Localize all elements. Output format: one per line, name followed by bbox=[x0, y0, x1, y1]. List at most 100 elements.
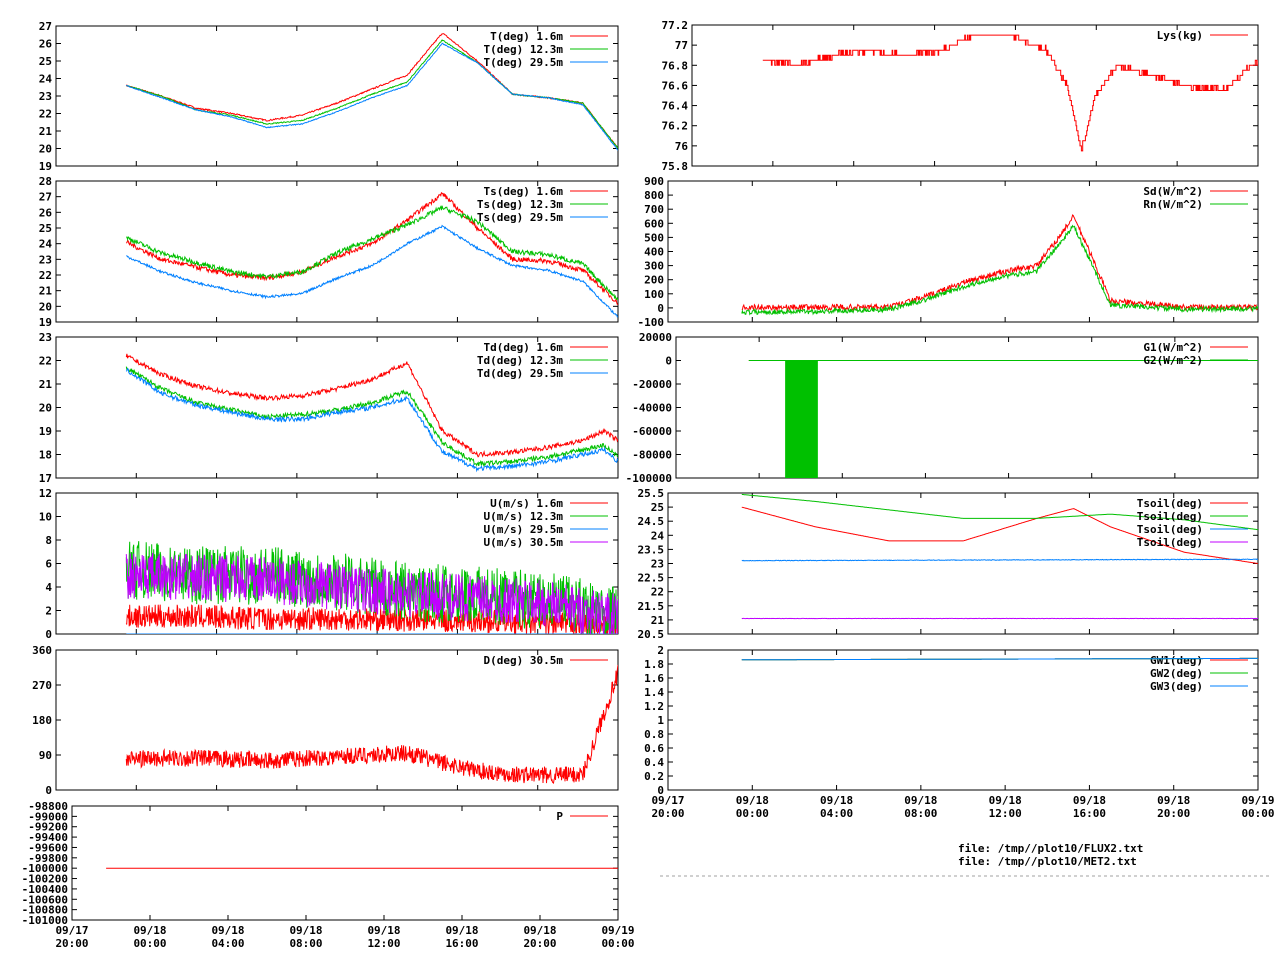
y-tick-label: 2 bbox=[45, 605, 52, 618]
series-line-1 bbox=[125, 353, 618, 458]
y-tick-label: -20000 bbox=[632, 378, 672, 391]
legend-label: U(m/s) 30.5m bbox=[484, 536, 564, 549]
legend-label: U(m/s) 12.3m bbox=[484, 510, 564, 523]
y-tick-label: 0 bbox=[657, 302, 664, 315]
y-tick-label: 76.8 bbox=[662, 59, 689, 72]
x-tick-label: 20:00 bbox=[523, 937, 556, 950]
y-tick-label: 27 bbox=[39, 20, 52, 33]
y-tick-label: 300 bbox=[644, 260, 664, 273]
y-tick-label: 76 bbox=[675, 140, 689, 153]
y-tick-label: 76.4 bbox=[662, 100, 689, 113]
footer-file-flux: file: /tmp//plot10/FLUX2.txt bbox=[958, 842, 1143, 855]
y-tick-label: 22.5 bbox=[638, 572, 665, 585]
legend-label: Lys(kg) bbox=[1157, 29, 1203, 42]
y-tick-label: 77 bbox=[675, 39, 688, 52]
y-tick-label: 22 bbox=[39, 269, 52, 282]
x-tick-label: 09/18 bbox=[1073, 794, 1106, 807]
y-tick-label: -100600 bbox=[22, 893, 68, 906]
x-tick-label: 00:00 bbox=[601, 937, 634, 950]
legend-label: Tsoil(deg) bbox=[1137, 536, 1203, 549]
y-tick-label: 6 bbox=[45, 558, 52, 571]
y-tick-label: 0.4 bbox=[644, 756, 664, 769]
y-tick-label: 400 bbox=[644, 246, 664, 259]
y-tick-label: -100800 bbox=[22, 904, 68, 917]
y-tick-label: 0.6 bbox=[644, 742, 664, 755]
y-tick-label: 22 bbox=[39, 355, 52, 368]
y-tick-label: 25.5 bbox=[638, 487, 665, 500]
x-tick-label: 09/18 bbox=[289, 924, 322, 937]
y-tick-label: 90 bbox=[39, 749, 52, 762]
y-tick-label: 76.2 bbox=[662, 120, 689, 133]
legend-label: P bbox=[556, 810, 563, 823]
y-tick-label: 1.4 bbox=[644, 686, 664, 699]
x-tick-label: 04:00 bbox=[820, 807, 853, 820]
y-tick-label: 0.8 bbox=[644, 728, 664, 741]
legend-label: U(m/s) 1.6m bbox=[490, 497, 563, 510]
y-tick-label: 100 bbox=[644, 288, 664, 301]
series-line-2 bbox=[126, 205, 618, 301]
legend-label: GW2(deg) bbox=[1150, 667, 1203, 680]
y-tick-label: 22 bbox=[39, 108, 52, 121]
panel-g: -100000 -80000 -60000 -40000 -20000 0 20000 G1(… bbox=[626, 331, 1259, 485]
x-tick-label: 09/18 bbox=[989, 794, 1022, 807]
y-tick-label: 28 bbox=[39, 175, 52, 188]
y-tick-label: 8 bbox=[45, 534, 52, 547]
legend-label: Tsoil(deg) bbox=[1137, 510, 1203, 523]
series-line-1 bbox=[125, 191, 618, 306]
x-tick-label: 09/18 bbox=[133, 924, 166, 937]
y-tick-label: 20 bbox=[39, 143, 52, 156]
y-tick-label: 360 bbox=[32, 644, 52, 657]
x-tick-label: 20:00 bbox=[55, 937, 88, 950]
legend-label: T(deg) 29.5m bbox=[484, 56, 564, 69]
y-tick-label: 23 bbox=[39, 331, 52, 344]
legend-label: T(deg) 12.3m bbox=[484, 43, 564, 56]
x-tick-label: 04:00 bbox=[211, 937, 244, 950]
y-tick-label: 0 bbox=[45, 784, 52, 797]
y-tick-label: 17 bbox=[39, 472, 52, 485]
y-tick-label: 20.5 bbox=[638, 628, 665, 641]
series-line-1 bbox=[741, 214, 1258, 312]
y-tick-label: 24 bbox=[39, 238, 53, 251]
legend-label: Td(deg) 29.5m bbox=[477, 367, 563, 380]
panel-lys: 75.8 76 76.2 76.4 76.6 76.8 77 77.2 Lys(kg) bbox=[662, 19, 1259, 173]
y-tick-label: 4 bbox=[45, 581, 52, 594]
y-tick-label: 10 bbox=[39, 511, 52, 524]
series-line-3 bbox=[125, 367, 618, 473]
series-line-1 bbox=[762, 34, 1258, 152]
x-tick-label: 16:00 bbox=[445, 937, 478, 950]
y-tick-label: 1.6 bbox=[644, 672, 664, 685]
y-tick-label: 1.8 bbox=[644, 658, 664, 671]
legend-label: GW3(deg) bbox=[1150, 680, 1203, 693]
x-tick-label: 08:00 bbox=[289, 937, 322, 950]
y-tick-label: -99400 bbox=[28, 831, 68, 844]
legend-label: Rn(W/m^2) bbox=[1143, 198, 1203, 211]
y-tick-label: -99000 bbox=[28, 810, 68, 823]
y-tick-label: 26 bbox=[39, 206, 53, 219]
y-tick-label: 21 bbox=[39, 378, 53, 391]
y-tick-label: -99200 bbox=[28, 821, 68, 834]
x-tick-label: 09/19 bbox=[601, 924, 634, 937]
x-tick-label: 08:00 bbox=[904, 807, 937, 820]
legend-label: D(deg) 30.5m bbox=[484, 654, 564, 667]
legend-label: Td(deg) 12.3m bbox=[477, 354, 563, 367]
y-tick-label: 900 bbox=[644, 175, 664, 188]
series-line-2 bbox=[125, 366, 618, 467]
y-tick-label: 1.2 bbox=[644, 700, 664, 713]
y-tick-label: 26 bbox=[39, 38, 53, 51]
y-tick-label: 20000 bbox=[639, 331, 672, 344]
series-line-3 bbox=[126, 224, 618, 318]
x-tick-label: 16:00 bbox=[1073, 807, 1106, 820]
y-tick-label: 21 bbox=[39, 285, 53, 298]
y-tick-label: 25 bbox=[651, 501, 664, 514]
x-tick-label: 00:00 bbox=[1241, 807, 1274, 820]
y-tick-label: 22 bbox=[651, 586, 664, 599]
y-tick-label: -40000 bbox=[632, 402, 672, 415]
x-tick-label: 12:00 bbox=[989, 807, 1022, 820]
y-tick-label: 700 bbox=[644, 203, 664, 216]
legend-label: G2(W/m^2) bbox=[1143, 354, 1203, 367]
y-tick-label: 24 bbox=[651, 529, 665, 542]
y-tick-label: 0 bbox=[665, 355, 672, 368]
x-tick-label: 09/18 bbox=[904, 794, 937, 807]
x-tick-label: 09/18 bbox=[367, 924, 400, 937]
